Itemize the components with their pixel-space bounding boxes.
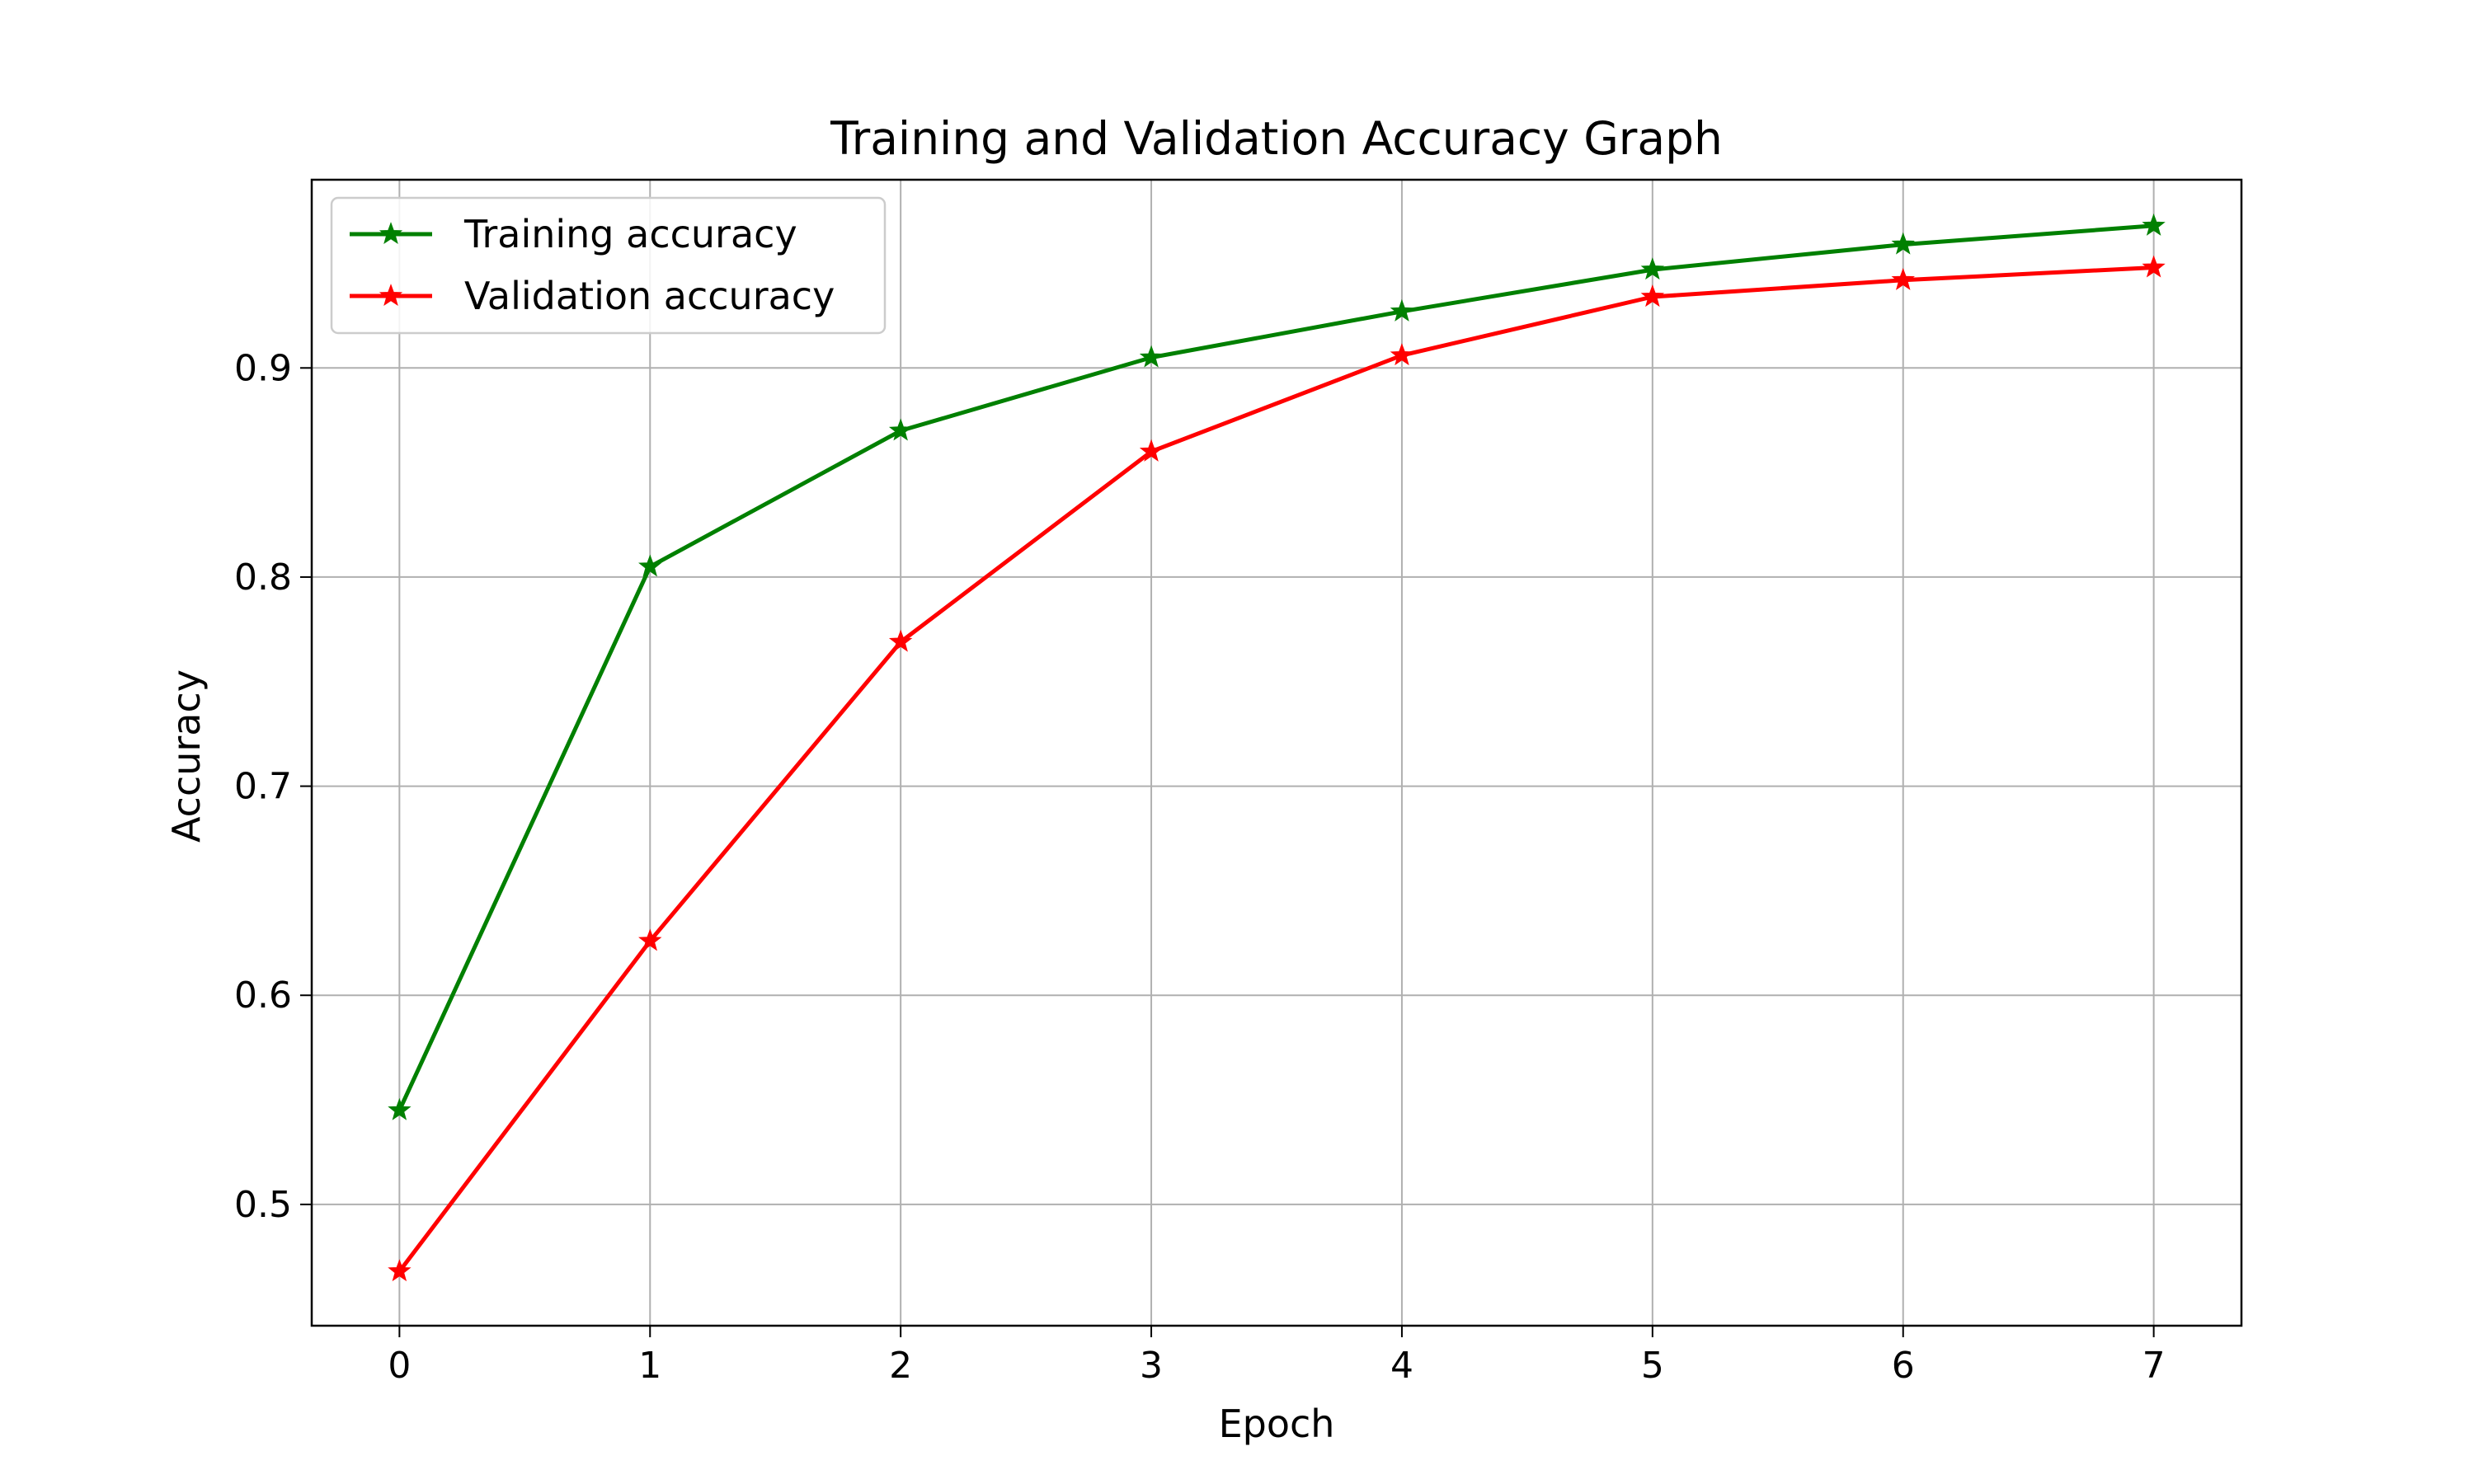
validation-accuracy-legend-label: Validation accuracy	[464, 274, 835, 318]
legend-box	[330, 196, 887, 335]
chart-title: Training and Validation Accuracy Graph	[830, 112, 1723, 165]
training-accuracy-point	[888, 418, 913, 441]
x-tick-label: 4	[1390, 1345, 1413, 1387]
validation-accuracy-line	[397, 265, 2154, 1273]
series-layer	[388, 213, 2166, 1282]
x-tick-label: 6	[1892, 1345, 1915, 1387]
y-axis-label: Accuracy	[164, 669, 209, 843]
validation-accuracy-series	[388, 255, 2166, 1282]
x-axis-label: Epoch	[1219, 1402, 1335, 1446]
training-accuracy-legend-label: Training accuracy	[463, 212, 797, 256]
x-tick-label: 2	[889, 1345, 912, 1387]
validation-accuracy-point	[2142, 255, 2166, 278]
validation-accuracy-point	[1640, 284, 1665, 308]
training-accuracy-point	[1891, 232, 1915, 255]
grid-lines	[312, 180, 2241, 1326]
y-tick-label: 0.9	[234, 347, 292, 389]
y-tick-label: 0.5	[234, 1184, 292, 1226]
validation-accuracy-point	[1139, 439, 1164, 462]
y-tick-label: 0.8	[234, 556, 292, 599]
training-accuracy-legend-marker	[379, 222, 403, 245]
x-tick-label: 1	[638, 1345, 661, 1387]
training-accuracy-point	[638, 554, 662, 577]
y-tick-label: 0.6	[234, 974, 292, 1017]
training-accuracy-point	[2142, 213, 2166, 236]
validation-accuracy-point	[638, 928, 662, 951]
training-accuracy-point	[1390, 298, 1414, 322]
axis-ticks: 0 1 2 3 4 5 6 7 0.5 0.6 0.7 0.8 0.9	[234, 347, 2166, 1387]
training-accuracy-series	[388, 213, 2166, 1120]
x-tick-label: 3	[1140, 1345, 1163, 1387]
training-accuracy-line	[397, 223, 2154, 1111]
training-accuracy-point	[1640, 257, 1665, 280]
validation-accuracy-point	[1891, 267, 1915, 290]
legend: Training accuracy Validation accuracy	[330, 196, 887, 335]
validation-accuracy-point	[1390, 343, 1414, 366]
x-tick-label: 0	[388, 1345, 411, 1387]
validation-accuracy-legend-marker	[379, 284, 403, 307]
validation-accuracy-point	[888, 629, 913, 652]
x-tick-label: 5	[1641, 1345, 1664, 1387]
training-accuracy-point	[1139, 345, 1164, 368]
training-accuracy-point	[388, 1097, 412, 1120]
validation-accuracy-point	[388, 1259, 412, 1282]
legend-entries: Training accuracy Validation accuracy	[350, 212, 835, 318]
x-tick-label: 7	[2142, 1345, 2166, 1387]
y-tick-label: 0.7	[234, 766, 292, 808]
plot-area-frame	[310, 178, 2243, 1327]
